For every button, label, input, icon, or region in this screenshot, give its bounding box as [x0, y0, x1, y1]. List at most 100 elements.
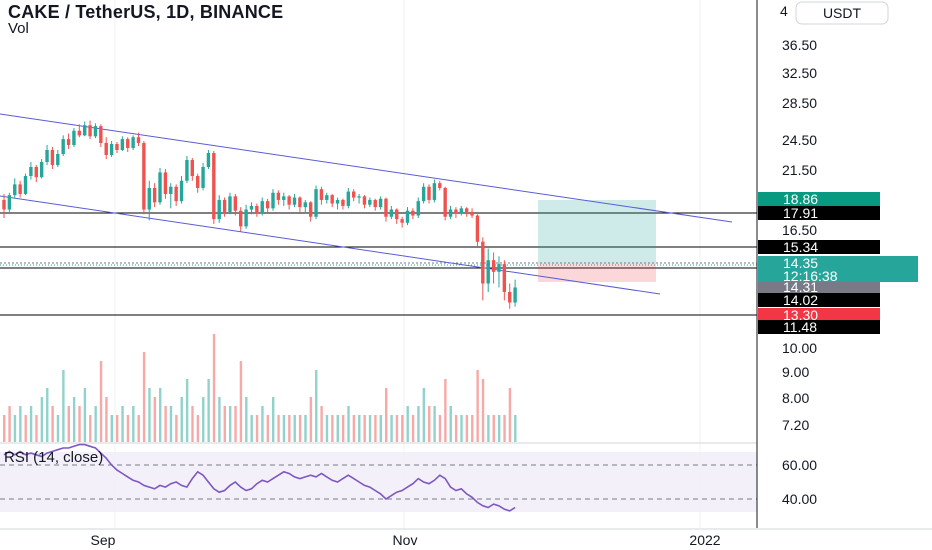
volume-bar: [266, 415, 270, 442]
candle: [217, 195, 221, 223]
volume-bar: [3, 415, 6, 442]
position-stop-zone[interactable]: [538, 263, 656, 282]
volume-bar: [417, 406, 420, 442]
price-tick-label: 32.50: [782, 65, 817, 81]
volume-bar: [40, 397, 44, 442]
candle-body: [459, 208, 463, 214]
candle: [179, 175, 184, 204]
volume-bar: [444, 379, 447, 442]
candle-body: [378, 198, 383, 208]
channel-lower-line[interactable]: [0, 195, 661, 295]
candle: [61, 135, 65, 156]
candle: [115, 142, 119, 153]
candle: [255, 203, 259, 217]
candle: [131, 135, 135, 150]
candle: [491, 252, 496, 284]
candle: [99, 124, 103, 147]
volume-bar: [438, 415, 442, 442]
volume-bar: [89, 415, 92, 442]
candle: [454, 207, 458, 218]
candle: [427, 184, 431, 204]
volume-bar: [272, 397, 275, 442]
candle: [298, 196, 302, 212]
candle: [395, 208, 399, 224]
candle-body: [486, 260, 490, 284]
candle: [18, 180, 22, 198]
candle: [260, 197, 264, 216]
volume-bar: [223, 406, 226, 442]
volume-bar: [503, 415, 506, 442]
volume-bar: [395, 415, 399, 442]
candle-body: [443, 187, 447, 217]
channel-upper-line[interactable]: [0, 113, 733, 223]
last-price-label: 14.35: [783, 255, 818, 271]
candle-body: [464, 208, 469, 212]
candle-body: [56, 154, 60, 165]
volume-bar: [142, 352, 146, 442]
price-tick-label: 28.50: [782, 95, 817, 111]
candle-body: [195, 175, 200, 188]
volume-bar: [471, 415, 474, 442]
candle: [373, 198, 377, 211]
candle: [325, 192, 329, 204]
candle-body: [448, 209, 453, 217]
candle-body: [217, 199, 221, 220]
candle-body: [335, 199, 340, 204]
candle: [88, 120, 92, 140]
candle: [470, 208, 474, 218]
candle-body: [77, 130, 82, 136]
volume-bar: [62, 370, 65, 442]
candle: [389, 205, 394, 220]
currency-button-frame[interactable]: [795, 1, 889, 25]
candle-body: [373, 199, 377, 208]
currency-button[interactable]: [795, 1, 889, 25]
candle: [120, 136, 125, 151]
rsi-label: RSI (14, close): [4, 449, 103, 466]
candle: [287, 195, 291, 210]
candle-body: [265, 201, 270, 209]
candle-body: [29, 167, 33, 176]
candle-body: [72, 130, 76, 145]
volume-bar: [481, 379, 485, 442]
volume-bar: [202, 397, 205, 442]
volume-bar: [255, 415, 259, 442]
candle-body: [491, 260, 496, 272]
candle: [314, 185, 318, 220]
candle: [185, 156, 189, 184]
candle: [475, 214, 480, 247]
price-line-label: 11.48: [783, 319, 817, 335]
candle-body: [255, 205, 259, 214]
candle-body: [206, 153, 211, 167]
time-tick-label: Sep: [91, 532, 116, 548]
candle-body: [308, 202, 313, 217]
volume-bar: [422, 388, 426, 442]
price-line-badge: [758, 308, 880, 322]
volume-label: Vol: [8, 20, 29, 37]
rsi-tick-label: 60.00: [782, 457, 817, 473]
volume-bar: [8, 406, 11, 442]
candle: [448, 205, 453, 220]
candle: [303, 199, 307, 214]
candle: [50, 147, 55, 169]
candle-body: [368, 199, 372, 205]
position-target-zone[interactable]: [538, 200, 656, 263]
price-tick-label: 8.00: [782, 390, 809, 406]
volume-bar: [218, 397, 221, 442]
volume-bar: [277, 415, 280, 442]
price-line-badge: [758, 240, 880, 254]
candle: [319, 186, 324, 205]
candle: [508, 283, 512, 309]
candle: [400, 216, 404, 228]
volume-bar: [132, 406, 135, 442]
volume-bar: [298, 415, 302, 442]
volume-bar: [368, 415, 372, 442]
candle: [271, 189, 275, 211]
candle: [276, 190, 281, 205]
price-line-label: 15.34: [783, 239, 818, 255]
price-tick-label: 36.50: [782, 37, 817, 53]
candle: [29, 162, 33, 180]
volume-bar: [35, 415, 38, 442]
candle: [265, 198, 270, 212]
